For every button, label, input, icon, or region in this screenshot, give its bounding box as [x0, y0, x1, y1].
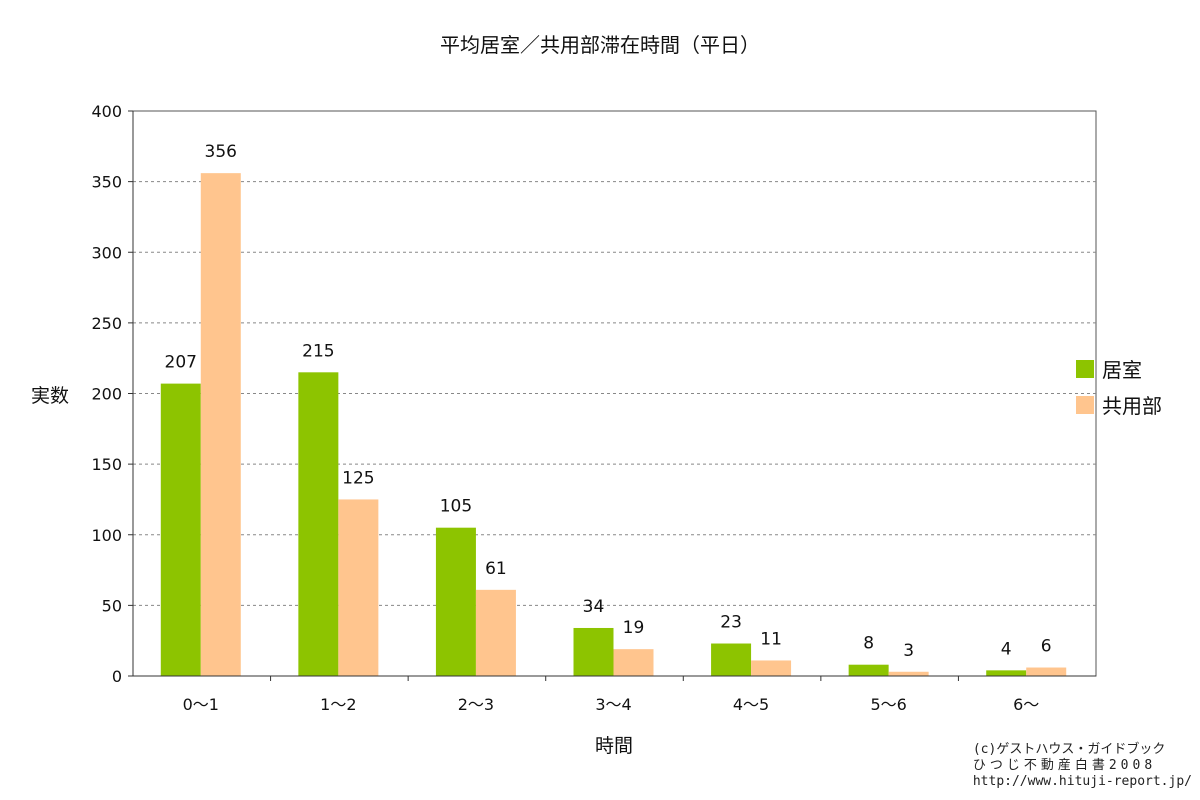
- bar-kyoshitsu: [435, 527, 476, 676]
- y-tick-label: 0: [112, 667, 122, 686]
- y-tick-label: 300: [91, 243, 122, 262]
- bar-kyoyobu: [200, 173, 241, 676]
- credit: (c)ゲストハウス・ガイドブック ひつじ不動産白書2008 http://www…: [973, 742, 1192, 790]
- y-tick-label: 50: [102, 596, 122, 615]
- bar-kyoshitsu: [711, 643, 752, 676]
- data-label: 23: [720, 613, 742, 633]
- data-label: 215: [302, 341, 334, 361]
- credit-line-3: http://www.hituji-report.jp/: [972, 774, 1192, 789]
- data-label: 61: [485, 559, 507, 579]
- bar-kyoyobu: [613, 649, 654, 676]
- legend-swatch: [1076, 396, 1094, 414]
- y-tick-label: 200: [91, 385, 122, 404]
- y-tick-label: 100: [91, 526, 122, 545]
- x-tick-label: 5～6: [870, 695, 906, 714]
- bars: [160, 173, 1067, 676]
- gridlines: [133, 181, 1096, 606]
- bar-kyoyobu: [1026, 667, 1067, 676]
- legend-label: 居室: [1102, 358, 1142, 382]
- bar-kyoyobu: [751, 660, 792, 676]
- legend-swatch: [1076, 360, 1094, 378]
- data-label: 3: [903, 641, 914, 661]
- bar-kyoyobu: [338, 499, 379, 676]
- bar-kyoshitsu: [160, 383, 201, 676]
- chart-title: 平均居室／共用部滞在時間（平日）: [440, 33, 760, 57]
- x-axis-label: 時間: [595, 735, 633, 757]
- bar-kyoshitsu: [986, 670, 1027, 676]
- x-axis-ticks: 0～1 1～2 2～3 3～4 4～5 5～6 6～: [183, 676, 1039, 714]
- y-axis-ticks: 0 50 100 150 200 250 300 350 400: [91, 102, 133, 686]
- data-label: 207: [165, 353, 197, 373]
- y-tick-label: 400: [91, 102, 122, 121]
- credit-line-2: ひつじ不動産白書2008: [972, 758, 1157, 773]
- data-label: 34: [583, 597, 605, 617]
- bar-kyoyobu: [888, 671, 929, 676]
- data-label: 6: [1041, 637, 1052, 657]
- bar-kyoshitsu: [848, 664, 889, 676]
- bar-kyoshitsu: [298, 372, 339, 676]
- y-tick-label: 350: [91, 173, 122, 192]
- x-tick-label: 1～2: [320, 695, 356, 714]
- bar-kyoyobu: [475, 589, 516, 676]
- data-label: 105: [440, 497, 472, 517]
- data-label: 125: [342, 468, 374, 488]
- y-axis-label: 実数: [31, 385, 69, 407]
- data-label: 19: [623, 618, 645, 638]
- credit-line-1: (c)ゲストハウス・ガイドブック: [972, 742, 1166, 757]
- legend-label: 共用部: [1102, 394, 1162, 418]
- x-tick-label: 0～1: [183, 695, 219, 714]
- y-tick-label: 250: [91, 314, 122, 333]
- x-tick-label: 6～: [1013, 695, 1039, 714]
- data-label: 4: [1001, 639, 1012, 659]
- data-label: 8: [863, 634, 874, 654]
- x-tick-label: 3～4: [595, 695, 631, 714]
- data-label: 356: [205, 142, 237, 162]
- x-tick-label: 4～5: [733, 695, 769, 714]
- data-label: 11: [760, 629, 782, 649]
- y-tick-label: 150: [91, 455, 122, 474]
- bar-kyoshitsu: [573, 627, 614, 676]
- x-tick-label: 2～3: [458, 695, 494, 714]
